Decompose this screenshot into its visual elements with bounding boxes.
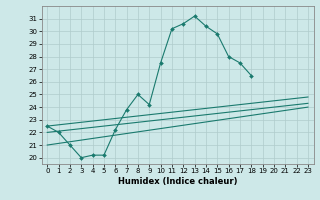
X-axis label: Humidex (Indice chaleur): Humidex (Indice chaleur) xyxy=(118,177,237,186)
